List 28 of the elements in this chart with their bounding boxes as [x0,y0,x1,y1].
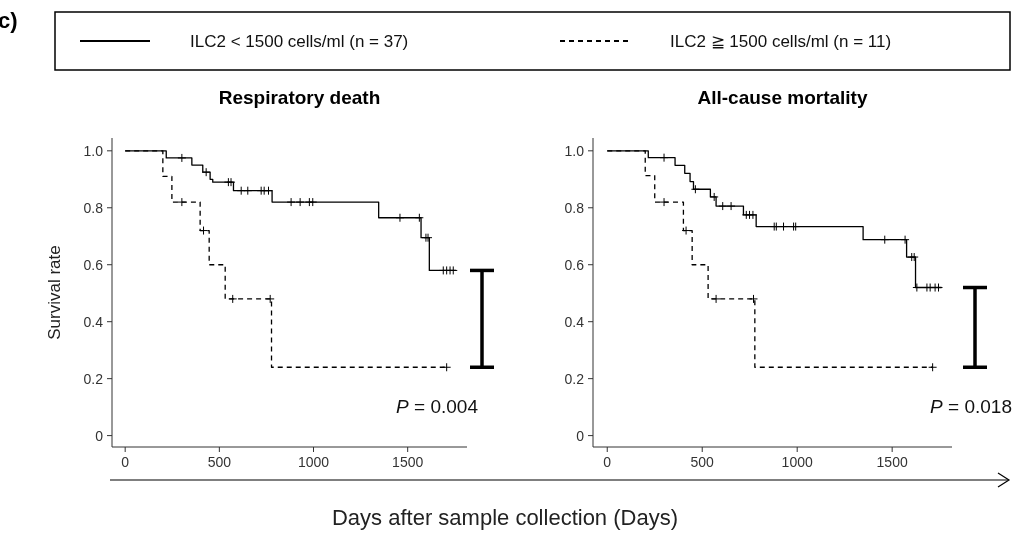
annotation: P = 0.004 [396,395,479,417]
legend-label: ILC2 ≧ 1500 cells/ml (n = 11) [670,32,892,51]
y-tick-label: 1.0 [83,142,104,159]
chart-title: All-cause mortality [697,87,868,108]
y-tick-label: 0.4 [83,313,104,330]
y-tick-label: 0.6 [83,256,104,273]
x-tick-label: 1500 [876,454,908,470]
annotation: P = 0.018 [930,395,1012,417]
x-tick-label: 1500 [392,454,424,470]
chart-title: Respiratory death [218,87,381,108]
y-axis-title: Survival rate [45,245,64,340]
x-axis-title: Days after sample collection (Days) [331,505,679,530]
x-tick-label: 0 [603,454,612,470]
y-tick-label: 0.4 [564,313,585,330]
x-tick-label: 500 [690,454,715,470]
y-tick-label: 0.8 [564,199,585,216]
y-tick-label: 0 [576,427,585,444]
legend-label: ILC2 < 1500 cells/ml (n = 37) [190,32,409,51]
y-tick-label: 0.2 [83,370,104,387]
y-tick-label: 0 [95,427,104,444]
x-tick-label: 0 [121,454,130,470]
y-tick-label: 0.2 [564,370,585,387]
x-tick-label: 500 [207,454,232,470]
y-tick-label: 1.0 [564,142,585,159]
y-tick-label: 0.8 [83,199,104,216]
x-tick-label: 1000 [297,454,330,470]
x-tick-label: 1000 [781,454,813,470]
y-tick-label: 0.6 [564,256,585,273]
